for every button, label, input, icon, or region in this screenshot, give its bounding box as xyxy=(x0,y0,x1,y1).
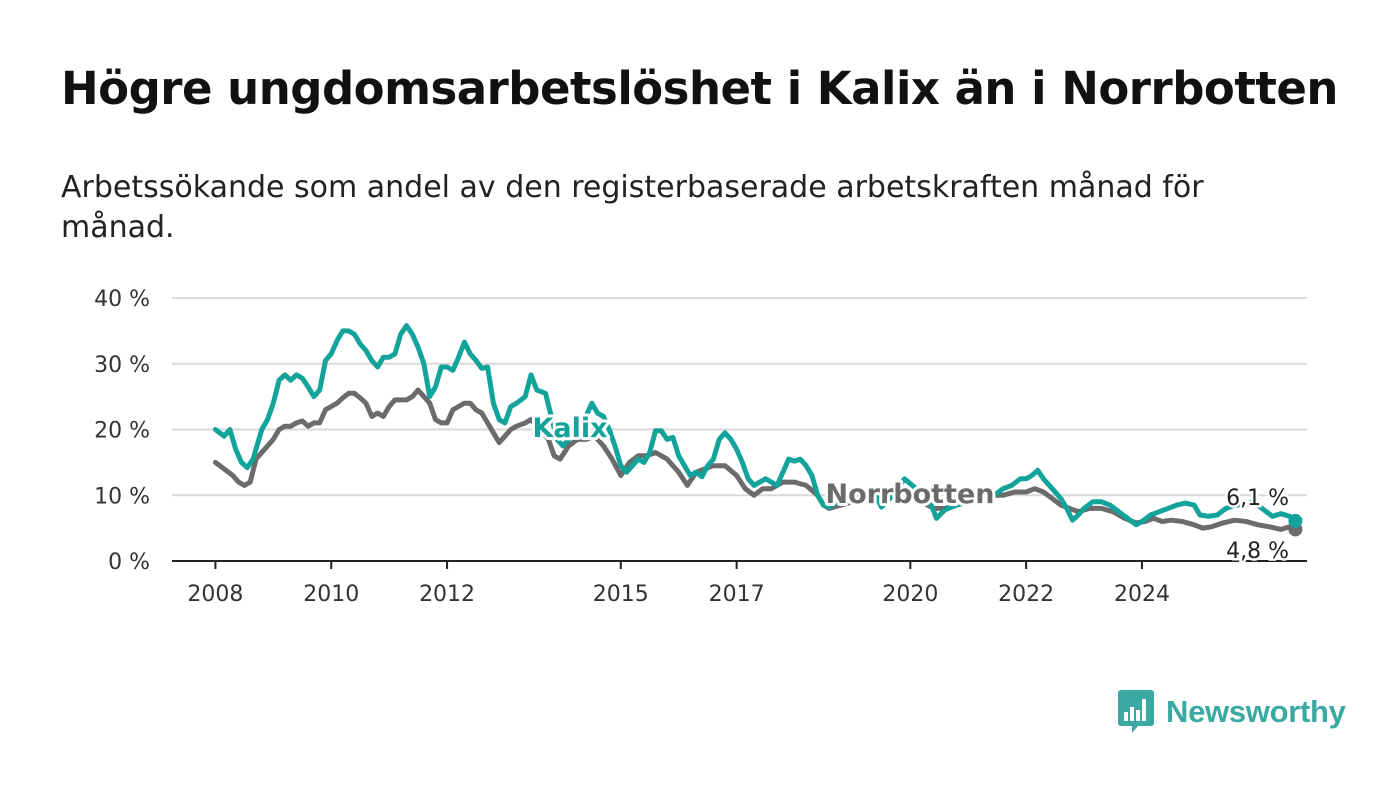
y-tick-label: 20 % xyxy=(94,419,150,444)
chart-title: Högre ungdomsarbetslöshet i Kalix än i N… xyxy=(61,62,1338,115)
x-tick-label: 2017 xyxy=(709,582,765,607)
x-tick-label: 2008 xyxy=(187,582,243,607)
series-line-norrbotten xyxy=(212,387,1298,532)
series-lines xyxy=(212,323,1303,537)
end-label-kalix: 6,1 % xyxy=(1226,486,1289,511)
y-tick-label: 30 % xyxy=(94,353,150,378)
x-tick-label: 2024 xyxy=(1114,582,1170,607)
x-tick-label: 2012 xyxy=(419,582,475,607)
chart-subtitle: Arbetssökande som andel av den registerb… xyxy=(61,170,1204,245)
end-label-norrbotten: 4,8 % xyxy=(1226,539,1289,564)
bar-chart-speech-bubble-icon xyxy=(1118,690,1154,733)
end-point-kalix xyxy=(1288,513,1303,528)
y-tick-label: 0 % xyxy=(108,550,150,575)
axes: 0 % 10 % 20 % 30 % 40 % 2008 2010 2012 2015 2017 2… xyxy=(94,287,1307,607)
series-label-kalix: Kalix xyxy=(532,413,607,444)
direct-labels: Kalix Norrbotten 6,1 % 4,8 % xyxy=(529,410,1291,567)
y-tick-label: 40 % xyxy=(94,287,150,312)
series-line-kalix xyxy=(212,323,1298,528)
brand-name: Newsworthy xyxy=(1166,694,1346,729)
y-tick-label: 10 % xyxy=(94,484,150,509)
x-tick-label: 2010 xyxy=(303,582,359,607)
x-tick-label: 2015 xyxy=(593,582,649,607)
series-label-norrbotten: Norrbotten xyxy=(825,479,994,510)
newsworthy-logo: Newsworthy xyxy=(1118,690,1346,734)
grid xyxy=(172,297,1307,497)
x-tick-label: 2022 xyxy=(998,582,1054,607)
x-tick-label: 2020 xyxy=(882,582,938,607)
